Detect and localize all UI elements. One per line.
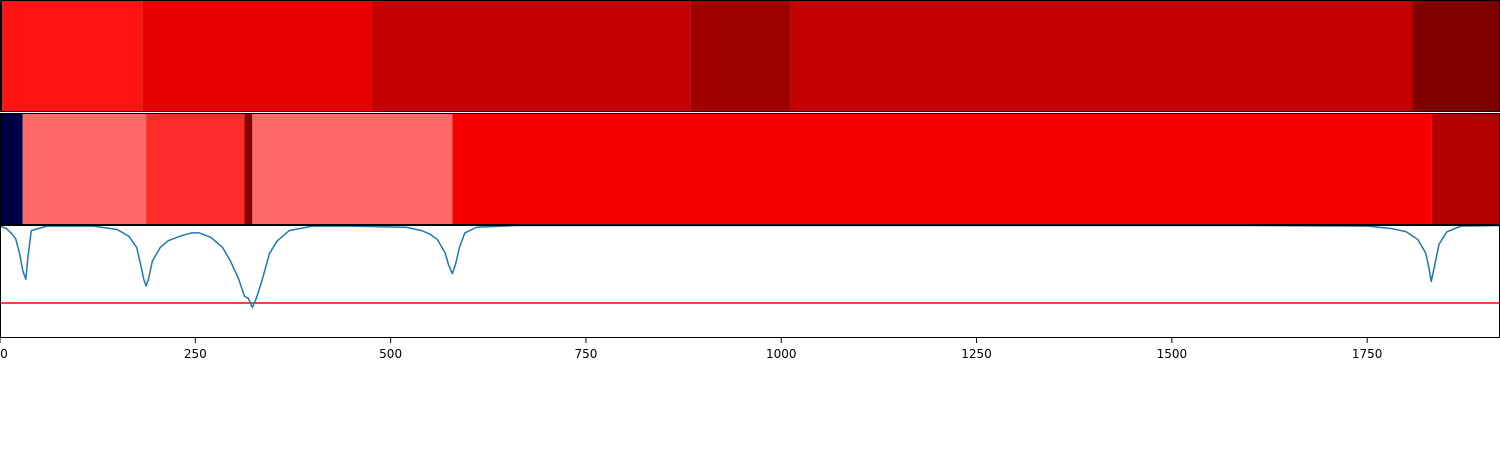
heatmap-top-segment-0	[0, 0, 3, 112]
heatmap-top-segment-6	[1412, 0, 1500, 112]
heatmap-middle-segment-0	[0, 113, 23, 225]
x-tick-label-0: 0	[0, 347, 8, 361]
heatmap-top-segment-3	[371, 0, 691, 112]
heatmap-middle-segment-6	[1431, 113, 1500, 225]
heatmap-top	[0, 0, 1500, 112]
heatmap-top-segment-5	[790, 0, 1413, 112]
heatmap-middle-segment-2	[146, 113, 245, 225]
x-tick-label-7: 1750	[1352, 347, 1383, 361]
heatmap-middle-segment-4	[252, 113, 453, 225]
x-tick-label-5: 1250	[961, 347, 992, 361]
heatmap-top-segment-2	[142, 0, 372, 112]
heatmap-middle	[0, 113, 1500, 225]
heatmap-top-segment-4	[690, 0, 791, 112]
x-tick-label-2: 500	[379, 347, 402, 361]
signal-line	[0, 224, 1500, 309]
heatmap-middle-segment-5	[452, 113, 1432, 225]
line-panel	[0, 224, 1500, 309]
x-axis: 0 250 500 750 1000 1250 1500 1750	[0, 338, 1382, 361]
x-tick-label-4: 1000	[766, 347, 797, 361]
heatmap-top-segment-1	[2, 0, 143, 112]
line-panel-frame	[0, 225, 1500, 338]
heatmap-middle-segment-1	[22, 113, 147, 225]
heatmap-middle-segment-3	[244, 113, 253, 225]
x-tick-label-6: 1500	[1157, 347, 1188, 361]
x-tick-label-3: 750	[574, 347, 597, 361]
x-tick-label-1: 250	[184, 347, 207, 361]
